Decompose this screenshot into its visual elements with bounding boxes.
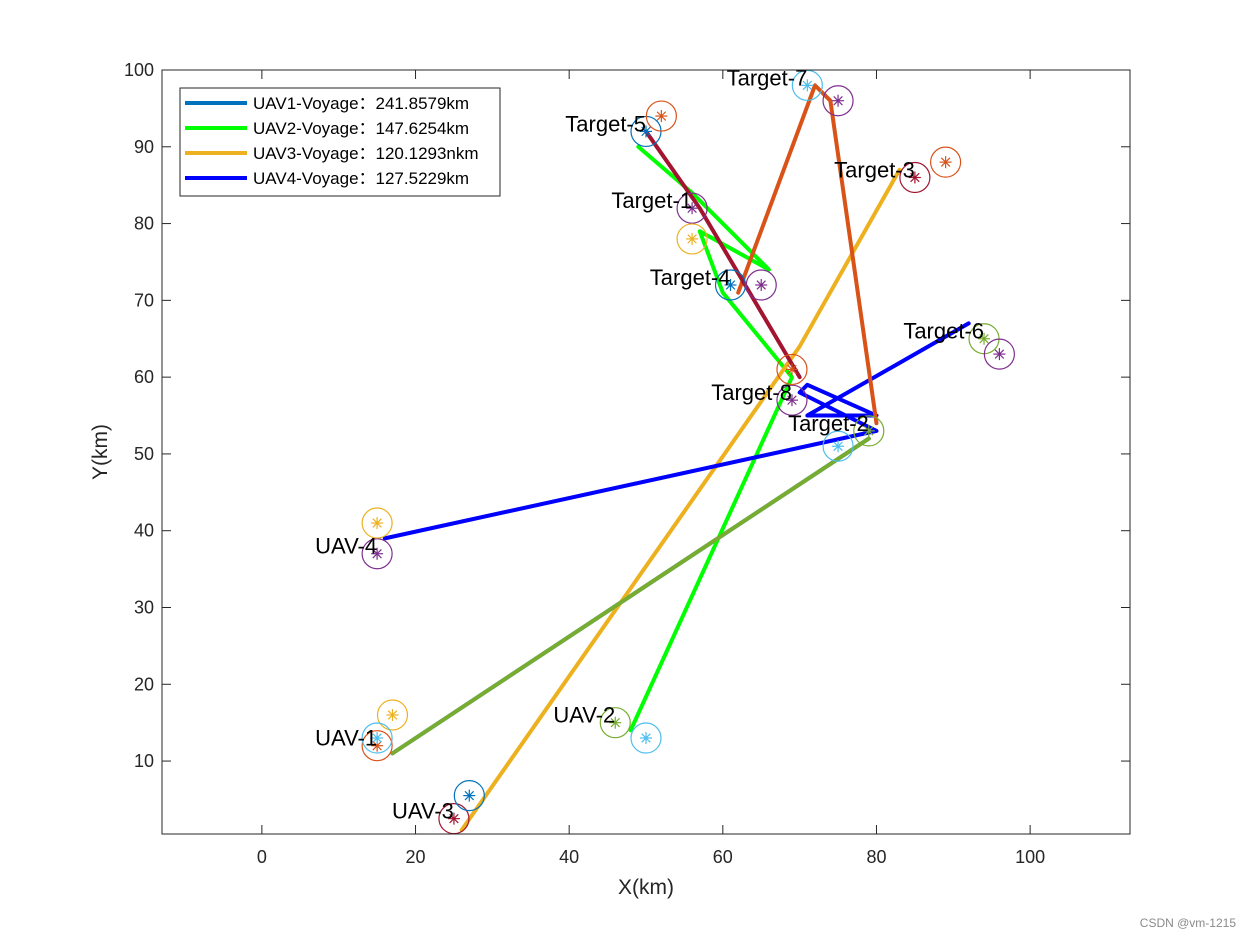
plot-area	[162, 70, 1130, 834]
y-tick-label: 40	[134, 521, 154, 541]
waypoint-label: UAV-1	[315, 726, 377, 751]
waypoint-label: UAV-4	[315, 534, 377, 559]
axis-ticks: 0 20 40 60 80 100 10 20 30 40 50 60 70 80 90 100	[124, 60, 1130, 867]
waypoint-marker	[714, 269, 747, 301]
waypoint-label: Target-2	[788, 411, 869, 436]
waypoint-marker	[453, 780, 485, 812]
waypoint-marker	[361, 722, 393, 754]
route-paths	[382, 83, 971, 833]
legend-entry: UAV2-Voyage：147.6254km	[253, 119, 469, 138]
axes-box	[161, 69, 1131, 835]
waypoint-marker	[599, 707, 631, 739]
y-tick-label: 20	[134, 674, 154, 694]
waypoint-marker	[899, 161, 931, 194]
waypoint-marker	[983, 338, 1015, 370]
waypoint-label: Target-3	[834, 157, 915, 182]
waypoint-label: UAV-3	[392, 799, 454, 824]
waypoint-marker	[361, 538, 393, 570]
extra-path-1	[736, 83, 879, 426]
y-axis-label: Y(km)	[89, 424, 112, 480]
waypoint-marker	[930, 146, 962, 178]
x-tick-label: 20	[406, 847, 426, 867]
waypoint-label: Target-6	[903, 319, 984, 344]
waypoint-label: Target-7	[727, 65, 808, 90]
waypoint-label: Target-8	[711, 380, 792, 405]
waypoint-marker	[376, 699, 409, 731]
waypoint-marker	[361, 507, 393, 539]
waypoint-label: Target-4	[650, 265, 731, 290]
waypoint-marker	[645, 100, 677, 132]
waypoint-marker	[822, 430, 854, 462]
y-tick-label: 10	[134, 751, 154, 771]
x-tick-label: 0	[257, 847, 267, 867]
waypoint-label: UAV-2	[553, 703, 615, 728]
waypoint-marker	[822, 85, 854, 117]
extra-path-3	[390, 436, 871, 756]
x-tick-label: 40	[559, 847, 579, 867]
series-line-4	[382, 321, 971, 541]
x-tick-label: 100	[1015, 847, 1045, 867]
x-tick-label: 80	[866, 847, 886, 867]
y-tick-label: 80	[134, 214, 154, 234]
legend-entry: UAV4-Voyage：127.5229km	[253, 169, 469, 188]
watermark: CSDN @vm-1215	[1139, 916, 1236, 930]
waypoint-marker	[676, 223, 708, 255]
waypoint-marker	[776, 384, 808, 416]
waypoint-marker	[745, 269, 777, 301]
waypoint-marker	[630, 722, 662, 754]
waypoint-label: Target-5	[565, 111, 646, 136]
waypoint-marker	[776, 353, 808, 386]
waypoint-marker	[361, 730, 393, 762]
waypoint-marker	[853, 415, 885, 447]
legend-entry: UAV1-Voyage：241.8579km	[253, 94, 469, 113]
y-tick-label: 60	[134, 367, 154, 387]
waypoint-marker	[676, 192, 708, 224]
y-tick-label: 70	[134, 290, 154, 310]
waypoint-markers	[361, 69, 1015, 835]
y-tick-label: 90	[134, 137, 154, 157]
extra-path-2	[644, 129, 802, 380]
y-tick-label: 100	[124, 60, 154, 80]
legend: UAV1-Voyage：241.8579km UAV2-Voyage：147.62…	[179, 87, 501, 197]
x-tick-label: 60	[713, 847, 733, 867]
x-axis-label: X(km)	[618, 876, 674, 899]
legend-entry: UAV3-Voyage：120.1293nkm	[253, 144, 479, 163]
series-line-3	[459, 167, 902, 833]
y-tick-label: 30	[134, 597, 154, 617]
y-tick-label: 50	[134, 444, 154, 464]
waypoint-label: Target-1	[611, 188, 692, 213]
